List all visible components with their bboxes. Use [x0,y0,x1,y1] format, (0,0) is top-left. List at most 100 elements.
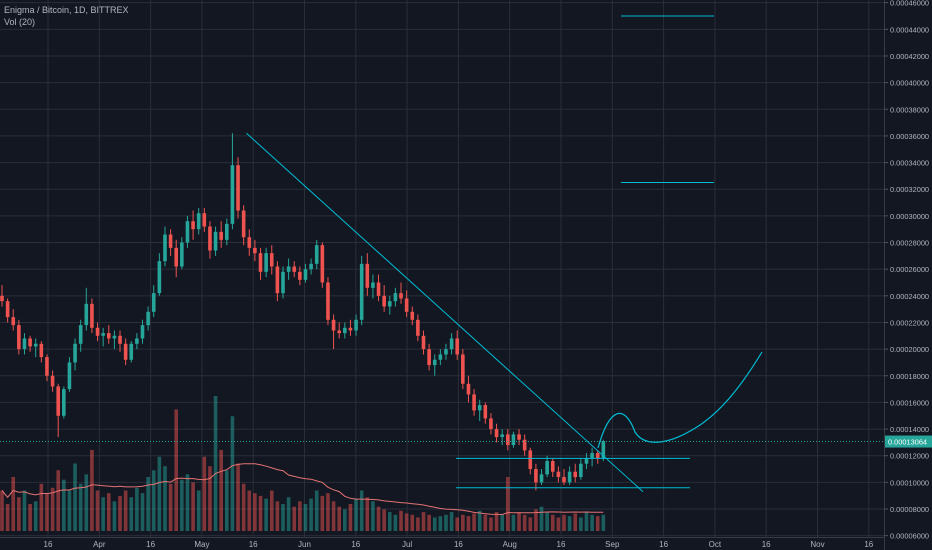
volume-bar [337,506,341,531]
candle-body [39,343,44,358]
volume-bar [365,497,370,531]
volume-bar [449,512,454,531]
volume-bar [73,463,77,531]
candle-body [258,253,263,272]
candle-body [17,325,21,350]
volume-bar [258,495,263,531]
volume-bar [399,510,403,531]
time-tick-label: 16 [249,540,258,549]
price-tick-label: 0.00036000 [890,132,929,141]
volume-indicator-label[interactable]: Vol (20) [4,17,36,27]
last-price-badge [885,435,932,448]
volume-ma-path [1,463,604,516]
price-tick-label: 0.00026000 [890,265,929,274]
volume-bar [494,512,499,531]
volume-bar [95,490,100,531]
volume-bar [483,514,488,531]
candle-body [382,295,386,307]
price-tick-label: 0.00018000 [890,372,929,381]
candle-body [269,253,274,267]
candle-body [196,213,201,230]
candle-body [135,338,139,344]
candle-body [506,434,510,446]
time-tick-label: 16 [351,540,360,549]
candle-body [539,474,544,483]
volume-bar [236,463,240,531]
volume-bar [180,479,184,531]
volume-bar [230,416,235,531]
volume-bar [84,474,89,531]
last-price-label: 0.00013064 [888,438,927,447]
volume-bar [590,514,594,531]
candle-body [584,458,589,464]
volume-bar [539,506,544,531]
price-axis[interactable]: 0.00006000 0.00008000 0.00010000 0.00012000… [884,0,932,550]
time-tick-label: Oct [709,540,722,549]
volume-bar [601,514,606,531]
candle-body [371,282,375,288]
candle-body [264,253,268,272]
candles [0,133,606,491]
candle-body [376,282,381,296]
candle-body [101,333,105,336]
price-tick-label: 0.00016000 [890,398,929,407]
candle-body [303,269,308,280]
time-tick-label: 16 [557,540,566,549]
volume-bar [511,514,516,531]
volume-bar [404,513,409,531]
volume-bar [225,470,229,531]
candle-body [129,343,134,360]
candle-body [393,293,398,302]
volume-bar [579,517,583,531]
candle-body [466,383,471,395]
candle-body [286,266,291,272]
price-tick-label: 0.00032000 [890,185,929,194]
candle-body [438,354,443,360]
volume-bar [146,477,150,531]
volume-bar [269,490,274,531]
candle-body [180,242,184,267]
candle-body [494,429,499,438]
time-tick-label: 16 [146,540,155,549]
volume-bar [45,493,49,531]
price-tick-label: 0.00042000 [890,52,929,61]
candle-body [517,434,521,440]
symbol-title[interactable]: Enigma / Bitcoin, 1D, BITTREX [4,5,129,15]
time-tick-label: Nov [810,540,824,549]
volume-bar [39,483,44,531]
time-tick-label: 16 [762,540,771,549]
price-tick-label: 0.00014000 [890,425,929,434]
volume-bar [416,517,420,531]
volume-bar [444,514,448,531]
candle-body [208,226,212,251]
candle-body [247,237,252,248]
volume-bar [387,512,392,531]
candle-body [399,293,403,299]
volume-bar [466,516,471,531]
volume-bar [106,493,111,531]
candle-body [253,247,257,254]
candle-body [365,263,370,288]
candle-body [22,338,27,350]
time-tick-label: May [194,540,209,549]
volume-bar [298,501,302,531]
volume-bar [140,493,145,531]
time-axis[interactable]: 16 Apr 16 May 16 Jun 16 Jul 16 Aug 16 Sep 16 Oct 16 Nov… [0,537,884,550]
candle-body [489,418,493,430]
volume-bar [33,501,38,531]
volume-bar [584,512,589,531]
candle-body [168,234,173,248]
volume-bar [382,509,386,531]
volume-bar [264,498,268,531]
volume-bar [129,497,134,531]
volume-bar [168,483,173,531]
price-tick-label: 0.00012000 [890,452,929,461]
time-tick-label: Sep [605,540,620,549]
volume-bar [78,483,83,531]
volume-bar [506,477,510,531]
price-tick-label: 0.00010000 [890,478,929,487]
volume-bar [376,506,381,531]
volume-bar [275,501,280,531]
volume-bar [477,510,482,531]
